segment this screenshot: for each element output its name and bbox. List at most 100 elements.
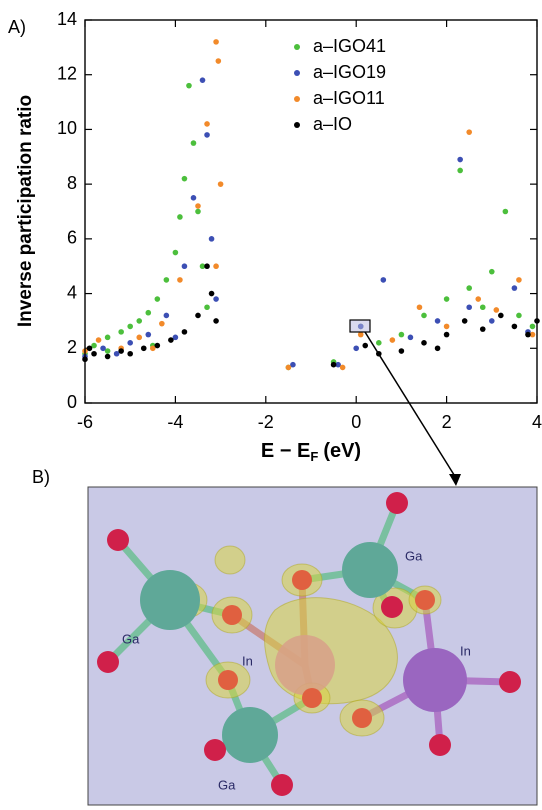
point xyxy=(195,312,201,319)
point xyxy=(489,268,495,275)
point xyxy=(199,77,206,83)
point xyxy=(181,329,188,335)
plot: 0 2 4 6 8 10 12 14 -6 -4 -2 0 2 4 a–IGO41 a–IGO19 a–IGO1… xyxy=(57,9,542,432)
point xyxy=(398,348,405,354)
legend-label: a–IGO19 xyxy=(313,62,386,82)
point xyxy=(91,350,97,357)
point xyxy=(127,323,133,330)
point xyxy=(475,296,482,302)
point xyxy=(335,361,341,368)
point xyxy=(104,348,111,354)
point xyxy=(195,208,201,215)
y-tick-label: 12 xyxy=(57,63,77,83)
point xyxy=(163,312,170,319)
point xyxy=(339,364,346,371)
point xyxy=(421,340,427,346)
point xyxy=(389,337,396,343)
x-axis-label: E − EF (eV) xyxy=(261,440,361,464)
point xyxy=(190,140,197,146)
point xyxy=(95,337,102,343)
point xyxy=(457,156,463,163)
point xyxy=(529,331,536,338)
y-tick-label: 0 xyxy=(67,392,77,412)
point xyxy=(100,345,106,352)
atom-label: Ga xyxy=(405,548,423,563)
x-tick-label: 2 xyxy=(442,412,452,432)
point xyxy=(466,129,473,135)
point xyxy=(457,167,463,174)
point xyxy=(181,175,188,182)
point xyxy=(466,304,473,311)
atom-label: In xyxy=(242,653,253,668)
point xyxy=(177,214,183,220)
point xyxy=(136,318,143,324)
point xyxy=(376,340,382,346)
point xyxy=(362,342,369,349)
arrow xyxy=(364,331,457,479)
highlight-box xyxy=(349,319,371,333)
point xyxy=(172,334,179,341)
x-tick-label: 4 xyxy=(532,412,542,432)
point xyxy=(290,361,296,368)
atom-label: Ga xyxy=(218,777,236,792)
point xyxy=(511,323,518,330)
point xyxy=(154,296,161,302)
y-tick-label: 6 xyxy=(67,228,77,248)
y-tick-label: 8 xyxy=(67,173,77,193)
point xyxy=(516,312,522,319)
point xyxy=(154,342,161,349)
point xyxy=(213,263,219,270)
point xyxy=(479,326,486,332)
atom-label: In xyxy=(460,643,471,658)
point xyxy=(511,285,518,291)
point xyxy=(493,307,500,313)
atoms xyxy=(97,492,521,796)
x-tick-label: -4 xyxy=(167,412,183,432)
point xyxy=(204,132,210,138)
point xyxy=(113,350,120,357)
point xyxy=(525,331,531,338)
x-label-unit: (eV) xyxy=(323,440,361,462)
point xyxy=(181,263,188,270)
point xyxy=(466,285,473,291)
point xyxy=(150,345,156,352)
point xyxy=(217,181,224,187)
molecule-panel: Ga Ga In In Ga xyxy=(87,486,538,806)
point xyxy=(461,318,468,324)
x-tick-label: -2 xyxy=(258,412,274,432)
point xyxy=(118,329,124,335)
point xyxy=(136,334,143,341)
point xyxy=(353,345,360,352)
point xyxy=(443,323,450,330)
point xyxy=(330,361,337,368)
point xyxy=(357,331,364,338)
legend-marker xyxy=(294,70,300,76)
point xyxy=(163,277,170,283)
panel-label: A) xyxy=(8,17,26,37)
point xyxy=(208,290,215,297)
point xyxy=(380,277,387,283)
point xyxy=(177,277,183,283)
x-label-sub: F xyxy=(310,449,318,464)
point xyxy=(502,208,509,215)
x-tick-label: -6 xyxy=(77,412,93,432)
point xyxy=(407,334,414,341)
point xyxy=(145,309,152,316)
point xyxy=(434,318,441,324)
point xyxy=(204,263,210,270)
legend-marker xyxy=(294,96,300,102)
point xyxy=(195,203,201,209)
plot-frame xyxy=(84,19,538,404)
panel-background xyxy=(87,486,538,806)
point xyxy=(443,296,450,302)
legend-label: a–IO xyxy=(313,114,352,134)
legend-marker xyxy=(294,122,300,128)
point xyxy=(516,277,522,283)
point xyxy=(204,304,210,311)
legend-label: a–IGO11 xyxy=(313,88,385,108)
point xyxy=(208,236,215,242)
point xyxy=(498,312,504,319)
point xyxy=(91,342,97,349)
point xyxy=(416,304,423,311)
